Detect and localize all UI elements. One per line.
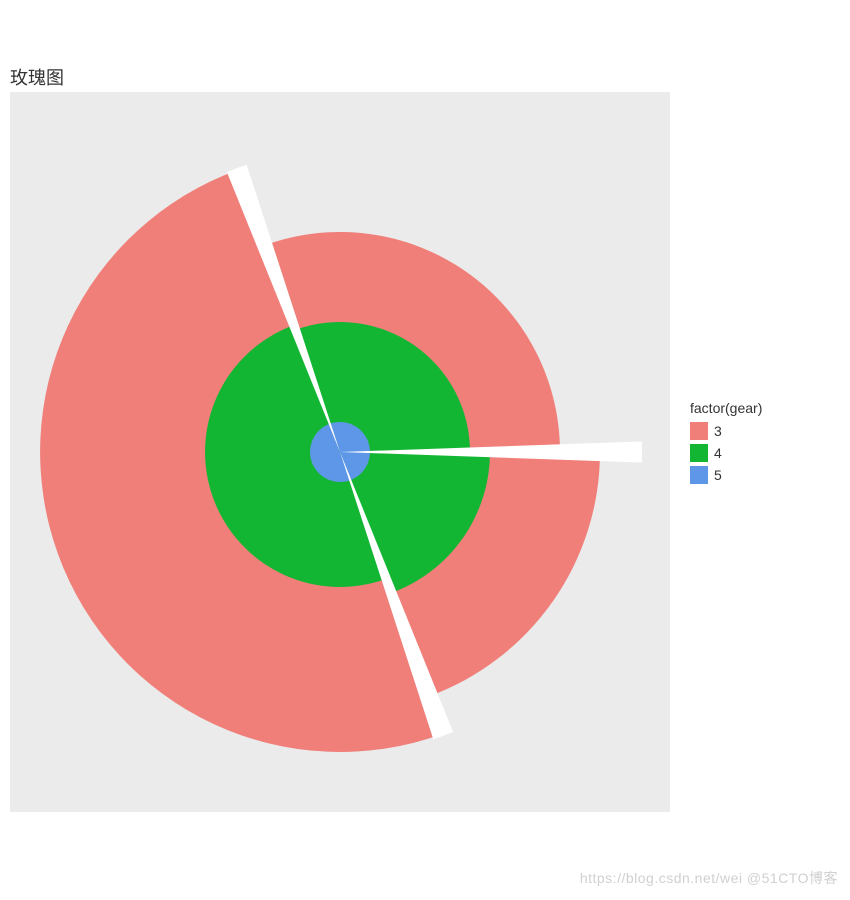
legend-label: 3 xyxy=(714,423,722,439)
legend-swatch-icon xyxy=(690,444,708,462)
watermark: https://blog.csdn.net/wei @51CTO博客 xyxy=(580,868,838,888)
legend-item: 5 xyxy=(690,466,762,484)
legend-label: 5 xyxy=(714,467,722,483)
legend-swatch-icon xyxy=(690,422,708,440)
legend: factor(gear) 3 4 5 xyxy=(690,400,762,488)
legend-label: 4 xyxy=(714,445,722,461)
rose-chart xyxy=(10,92,670,812)
legend-title: factor(gear) xyxy=(690,400,762,416)
legend-item: 4 xyxy=(690,444,762,462)
chart-title: 玫瑰图 xyxy=(10,64,64,90)
page: 玫瑰图 factor(gear) 3 4 5 https://blog.csdn… xyxy=(0,0,850,900)
legend-item: 3 xyxy=(690,422,762,440)
legend-swatch-icon xyxy=(690,466,708,484)
